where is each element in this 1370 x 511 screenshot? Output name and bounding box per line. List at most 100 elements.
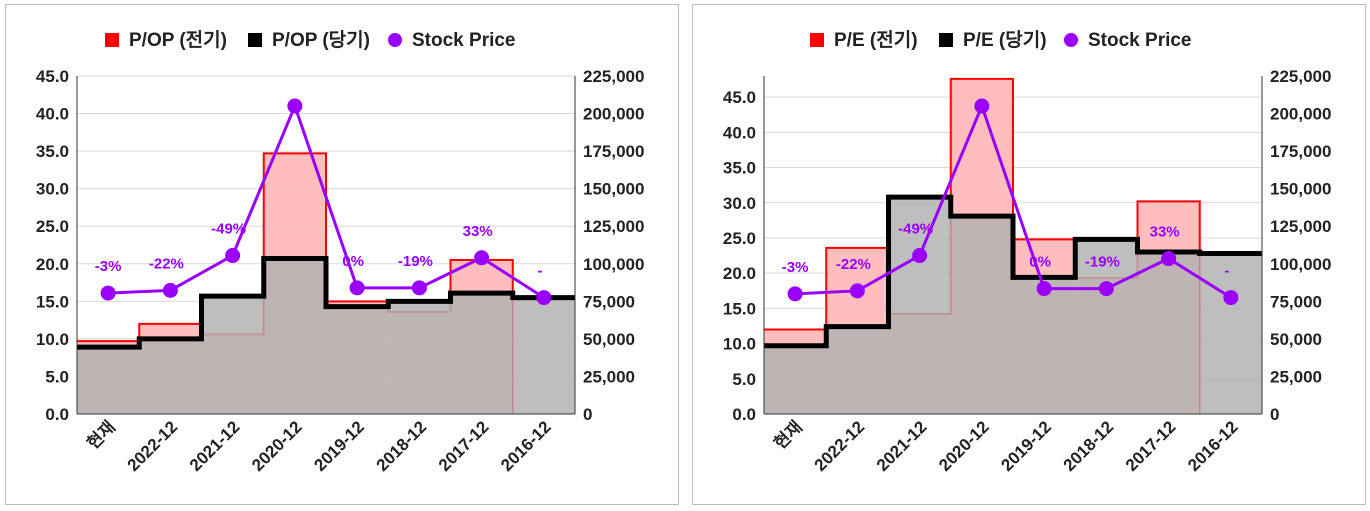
legend-marker xyxy=(248,33,262,47)
change-label: -3% xyxy=(95,258,122,275)
right-tick-label: 200,000 xyxy=(1270,105,1331,124)
bar-fill xyxy=(201,296,264,414)
change-label: 0% xyxy=(342,253,364,270)
x-tick-label: 2021-12 xyxy=(873,417,931,475)
legend-item-p-op: P/OP (당기) xyxy=(248,29,370,51)
left-tick-label: 40.0 xyxy=(36,105,69,124)
change-label: - xyxy=(1224,263,1229,280)
right-tick-label: 75,000 xyxy=(583,292,635,311)
bar-fill xyxy=(764,345,827,414)
legend-item-p-e: P/E (당기) xyxy=(939,29,1047,51)
price-point xyxy=(225,248,241,264)
change-label: 33% xyxy=(463,223,493,240)
price-point xyxy=(849,283,865,299)
legend-marker xyxy=(810,33,824,47)
price-line xyxy=(108,101,545,299)
x-tick-label: 2018-12 xyxy=(373,417,431,475)
x-tick-label: 2016-12 xyxy=(497,417,555,475)
change-label: -22% xyxy=(149,255,184,272)
legend: P/OP (전기) P/OP (당기) Stock Price xyxy=(105,29,516,51)
bar-fill xyxy=(950,216,1013,414)
left-tick-label: 5.0 xyxy=(732,370,756,389)
x-tick-label: 2022-12 xyxy=(124,417,182,475)
legend-label: P/E (당기) xyxy=(963,29,1047,51)
pe-chart: P/E (전기) P/E (당기) Stock Price 0.0 5.0 10.0 15.… xyxy=(723,29,1332,475)
legend-item-stock-price: Stock Price xyxy=(1064,30,1192,51)
price-point xyxy=(100,285,116,301)
legend-marker xyxy=(388,33,402,47)
step-line xyxy=(77,152,514,414)
right-tick-label: 100,000 xyxy=(583,255,644,274)
change-label: -49% xyxy=(211,221,246,238)
right-tick-label: 150,000 xyxy=(583,180,644,199)
left-tick-label: 0.0 xyxy=(45,405,69,424)
legend-item-p-op: P/OP (전기) xyxy=(105,29,227,51)
x-tick-label: 현재 xyxy=(770,417,806,453)
price-point xyxy=(474,250,490,266)
x-tick-label: 2019-12 xyxy=(310,417,368,475)
bar-fill xyxy=(263,258,326,414)
change-label: -22% xyxy=(836,256,871,273)
change-label: - xyxy=(537,263,542,280)
left-tick-label: 20.0 xyxy=(723,264,756,283)
right-tick-label: 25,000 xyxy=(583,367,635,386)
bar-fill xyxy=(450,293,513,414)
legend-label: P/E (전기) xyxy=(834,29,918,51)
left-tick-label: 10.0 xyxy=(36,330,69,349)
price-point xyxy=(1098,281,1114,297)
bar-fill xyxy=(1075,239,1138,414)
left-tick-label: 35.0 xyxy=(723,159,756,178)
bar-fill xyxy=(888,197,951,414)
x-tick-label: 2017-12 xyxy=(435,417,493,475)
right-tick-label: 75,000 xyxy=(1270,292,1322,311)
right-tick-label: 125,000 xyxy=(583,217,644,236)
left-tick-label: 5.0 xyxy=(45,367,69,386)
legend-item-p-e: P/E (전기) xyxy=(810,29,918,51)
series-p-op xyxy=(77,256,575,414)
bar-fill xyxy=(1199,253,1262,414)
bar-fill xyxy=(139,338,202,414)
bar-fill xyxy=(512,297,575,414)
step-line xyxy=(764,77,1201,414)
bar-fill xyxy=(77,347,140,414)
x-tick-label: 현재 xyxy=(83,417,119,453)
change-label: 33% xyxy=(1150,224,1180,241)
right-tick-label: 25,000 xyxy=(1270,367,1322,386)
step-line xyxy=(77,256,575,350)
right-tick-label: 225,000 xyxy=(583,67,644,86)
x-tick-label: 2022-12 xyxy=(811,417,869,475)
bar-fill xyxy=(388,301,451,414)
right-tick-label: 225,000 xyxy=(1270,67,1331,86)
left-tick-label: 35.0 xyxy=(36,142,69,161)
price-point xyxy=(1036,281,1052,297)
x-tick-label: 2021-12 xyxy=(186,417,244,475)
price-point xyxy=(912,248,928,264)
price-point xyxy=(536,290,552,306)
x-tick-label: 2016-12 xyxy=(1184,417,1242,475)
price-point xyxy=(349,280,365,296)
x-tick-label: 2020-12 xyxy=(248,417,306,475)
series-p-e xyxy=(764,194,1262,414)
right-tick-label: 125,000 xyxy=(1270,217,1331,236)
change-label: -19% xyxy=(398,253,433,270)
right-tick-label: 175,000 xyxy=(583,142,644,161)
series-stock-price: -3% -22% -49% 0% -19% 33% - xyxy=(782,98,1239,306)
left-tick-label: 30.0 xyxy=(36,180,69,199)
bar-fill xyxy=(1013,277,1076,414)
legend-label: P/OP (당기) xyxy=(272,29,370,51)
right-tick-label: 200,000 xyxy=(583,105,644,124)
legend-marker xyxy=(105,33,119,47)
right-tick-label: 50,000 xyxy=(583,330,635,349)
legend-label: Stock Price xyxy=(412,30,516,51)
left-tick-label: 40.0 xyxy=(723,123,756,142)
left-tick-label: 30.0 xyxy=(723,194,756,213)
left-tick-label: 45.0 xyxy=(723,88,756,107)
legend-item-stock-price: Stock Price xyxy=(388,30,516,51)
bar-fill xyxy=(826,326,889,414)
legend-marker xyxy=(1064,33,1078,47)
right-tick-label: 175,000 xyxy=(1270,142,1331,161)
legend-label: Stock Price xyxy=(1088,30,1192,51)
left-tick-label: 0.0 xyxy=(732,405,756,424)
left-tick-label: 10.0 xyxy=(723,335,756,354)
price-point xyxy=(974,98,990,114)
